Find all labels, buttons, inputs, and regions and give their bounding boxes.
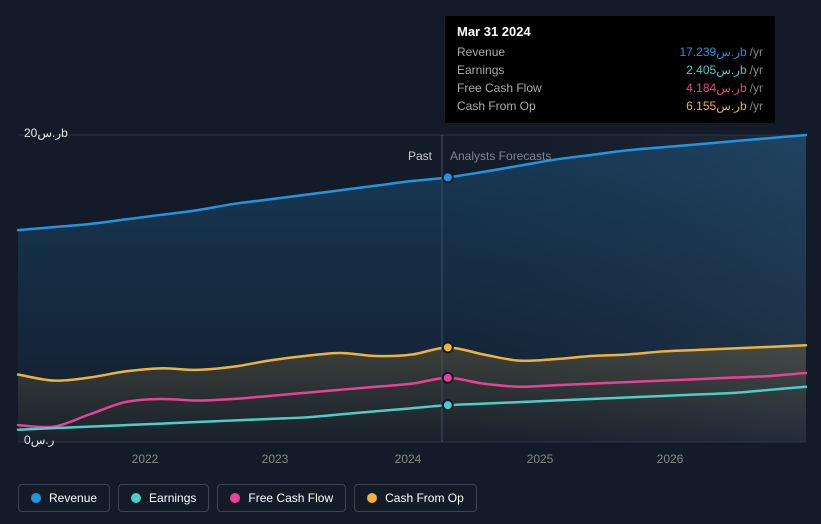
chart-tooltip: Mar 31 2024 Revenueر.س17.239b/yrEarnings… (445, 16, 775, 123)
tooltip-row: Cash From Op ر.س6.155b/yr (457, 97, 763, 115)
legend-swatch (131, 493, 141, 503)
tooltip-suffix: /yr (750, 99, 763, 113)
x-tick-label: 2024 (395, 452, 422, 466)
forecast-label: Analysts Forecasts (450, 149, 551, 163)
legend-swatch (367, 493, 377, 503)
tooltip-value: ر.س2.405b (686, 63, 747, 77)
tooltip-label: Earnings (457, 63, 504, 77)
tooltip-rows: Revenue ر.س17.239b/yr Earnings ر.س2.405b/yr… (457, 43, 763, 115)
tooltip-value: ر.س17.239b (679, 45, 746, 59)
y-tick-label: ر.س20b (24, 126, 68, 140)
chart-legend: Revenue Earnings Free Cash Flow Cash From O… (18, 484, 477, 512)
x-tick-label: 2025 (527, 452, 554, 466)
tooltip-date: Mar 31 2024 (457, 24, 763, 39)
legend-swatch (31, 493, 41, 503)
legend-label: Revenue (49, 491, 97, 505)
x-tick-label: 2023 (262, 452, 289, 466)
tooltip-suffix: /yr (750, 45, 763, 59)
past-label: Past (408, 149, 432, 163)
legend-item[interactable]: Free Cash Flow (217, 484, 346, 512)
tooltip-label: Free Cash Flow (457, 81, 542, 95)
tooltip-value: ر.س4.184b (686, 81, 747, 95)
tooltip-value: ر.س6.155b (686, 99, 747, 113)
legend-swatch (230, 493, 240, 503)
tooltip-label: Revenue (457, 45, 505, 59)
y-tick-label: ر.س0 (24, 433, 54, 447)
legend-label: Free Cash Flow (248, 491, 333, 505)
tooltip-row: Revenue ر.س17.239b/yr (457, 43, 763, 61)
legend-item[interactable]: Cash From Op (354, 484, 477, 512)
tooltip-suffix: /yr (750, 63, 763, 77)
legend-label: Earnings (149, 491, 196, 505)
tooltip-row: Earnings ر.س2.405b/yr (457, 61, 763, 79)
x-tick-label: 2022 (132, 452, 159, 466)
tooltip-suffix: /yr (750, 81, 763, 95)
legend-item[interactable]: Revenue (18, 484, 110, 512)
x-tick-label: 2026 (657, 452, 684, 466)
tooltip-row: Free Cash Flow ر.س4.184b/yr (457, 79, 763, 97)
tooltip-label: Cash From Op (457, 99, 536, 113)
legend-label: Cash From Op (385, 491, 464, 505)
legend-item[interactable]: Earnings (118, 484, 209, 512)
financial-chart: Mar 31 2024 Revenueر.س17.239b/yrEarnings… (0, 0, 821, 524)
